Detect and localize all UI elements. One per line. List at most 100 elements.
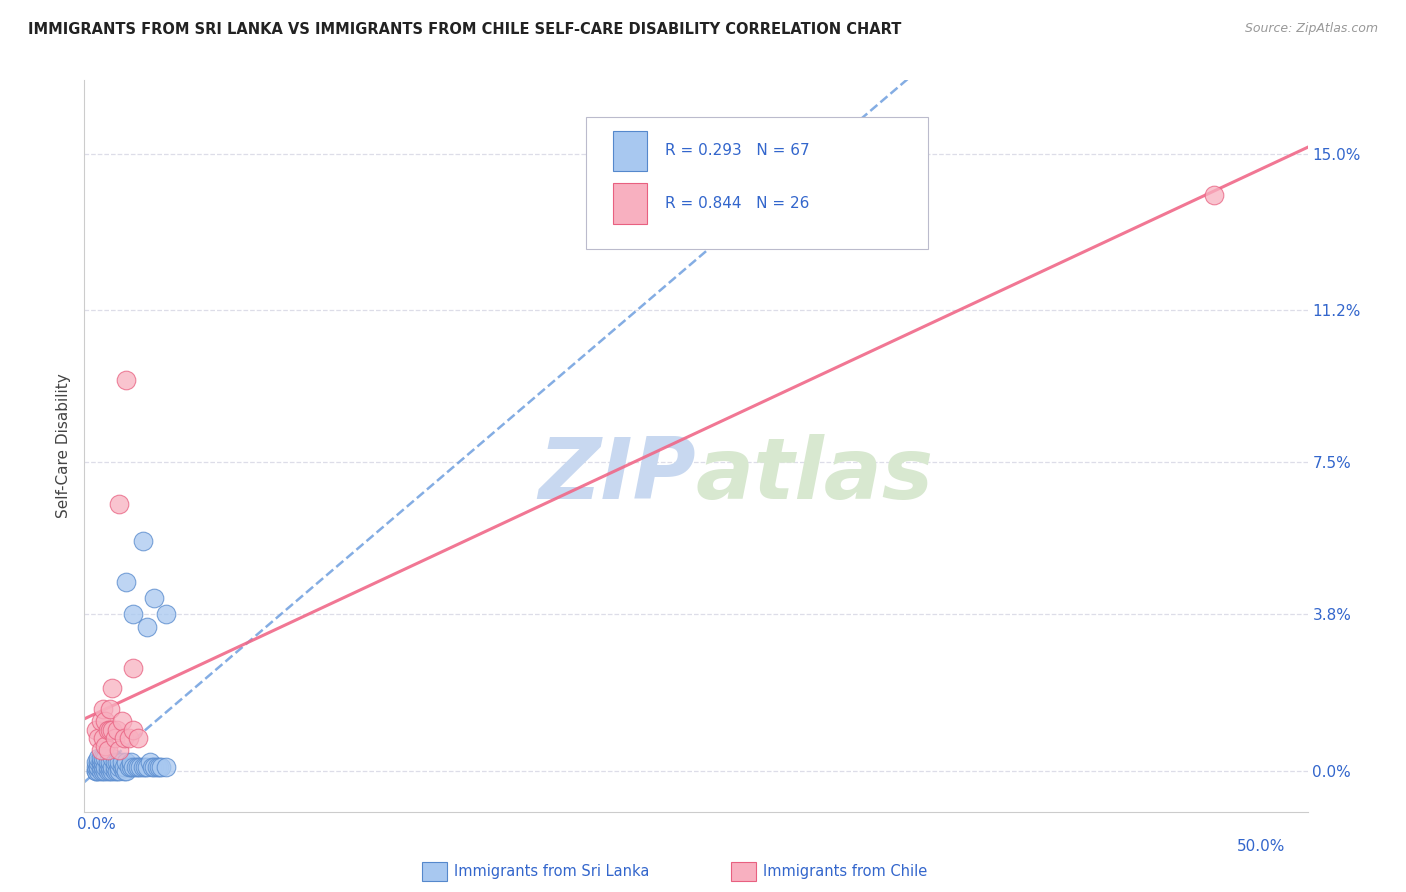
Point [91,731,114,745]
Point [91,759,114,773]
FancyBboxPatch shape [613,184,647,224]
Point [98,723,121,737]
Point [91,702,114,716]
Point [101,751,124,765]
Point [94,739,117,753]
Point [101,723,124,737]
Point [90,756,112,770]
Point [127,759,149,773]
Point [98,702,121,716]
FancyBboxPatch shape [586,117,928,249]
FancyBboxPatch shape [613,131,647,171]
Point [117,759,139,773]
Text: R = 0.844   N = 26: R = 0.844 N = 26 [665,196,810,211]
Point [84,759,107,773]
Point [90,751,112,765]
Point [87,751,110,765]
Point [136,759,159,773]
Point [101,681,124,696]
Point [87,764,110,778]
Point [120,759,142,773]
Point [155,759,177,773]
Point [101,759,124,773]
Point [155,607,177,622]
Y-axis label: Self-Care Disability: Self-Care Disability [56,374,72,518]
Text: 50.0%: 50.0% [1237,839,1285,855]
Point [94,714,117,729]
Point [87,759,110,773]
Point [98,759,121,773]
Point [91,764,114,778]
Point [105,756,128,770]
Point [117,731,139,745]
Point [84,756,107,770]
Point [127,731,149,745]
Point [108,496,131,510]
Point [115,764,138,778]
Point [84,764,107,778]
Point [111,759,134,773]
Text: R = 0.293   N = 67: R = 0.293 N = 67 [665,144,810,159]
Point [115,574,138,589]
Point [145,759,167,773]
Point [1204,188,1226,202]
Point [97,723,120,737]
Point [122,759,145,773]
Point [87,756,110,770]
Point [112,764,135,778]
Point [111,714,134,729]
Point [105,723,128,737]
Point [104,731,127,745]
Point [138,756,160,770]
Text: Immigrants from Chile: Immigrants from Chile [763,864,928,879]
Point [112,731,135,745]
Point [131,533,153,548]
Point [97,764,120,778]
Point [105,764,128,778]
Point [108,743,131,757]
Point [101,764,124,778]
Point [84,723,107,737]
Point [97,756,120,770]
Point [150,759,173,773]
Text: Immigrants from Sri Lanka: Immigrants from Sri Lanka [454,864,650,879]
Point [122,661,145,675]
Point [120,756,142,770]
Point [87,731,110,745]
Point [143,759,166,773]
Point [112,759,135,773]
Point [143,591,166,605]
Point [111,756,134,770]
Point [136,620,159,634]
Point [108,756,131,770]
Point [122,723,145,737]
Point [90,743,112,757]
Point [90,759,112,773]
Point [129,759,152,773]
Point [90,714,112,729]
Point [115,756,138,770]
Point [124,759,146,773]
Point [98,764,121,778]
Text: ZIP: ZIP [538,434,696,516]
Point [141,759,163,773]
Point [115,373,138,387]
Point [122,607,145,622]
Point [108,764,131,778]
Text: atlas: atlas [696,434,934,516]
Point [104,759,127,773]
Text: IMMIGRANTS FROM SRI LANKA VS IMMIGRANTS FROM CHILE SELF-CARE DISABILITY CORRELAT: IMMIGRANTS FROM SRI LANKA VS IMMIGRANTS … [28,22,901,37]
Point [94,764,117,778]
Text: Source: ZipAtlas.com: Source: ZipAtlas.com [1244,22,1378,36]
Point [108,759,131,773]
Point [94,751,117,765]
Point [148,759,170,773]
Point [91,751,114,765]
Point [90,756,112,770]
Point [84,764,107,778]
Point [104,764,127,778]
Point [91,756,114,770]
Point [134,759,156,773]
Point [87,759,110,773]
Point [104,756,127,770]
